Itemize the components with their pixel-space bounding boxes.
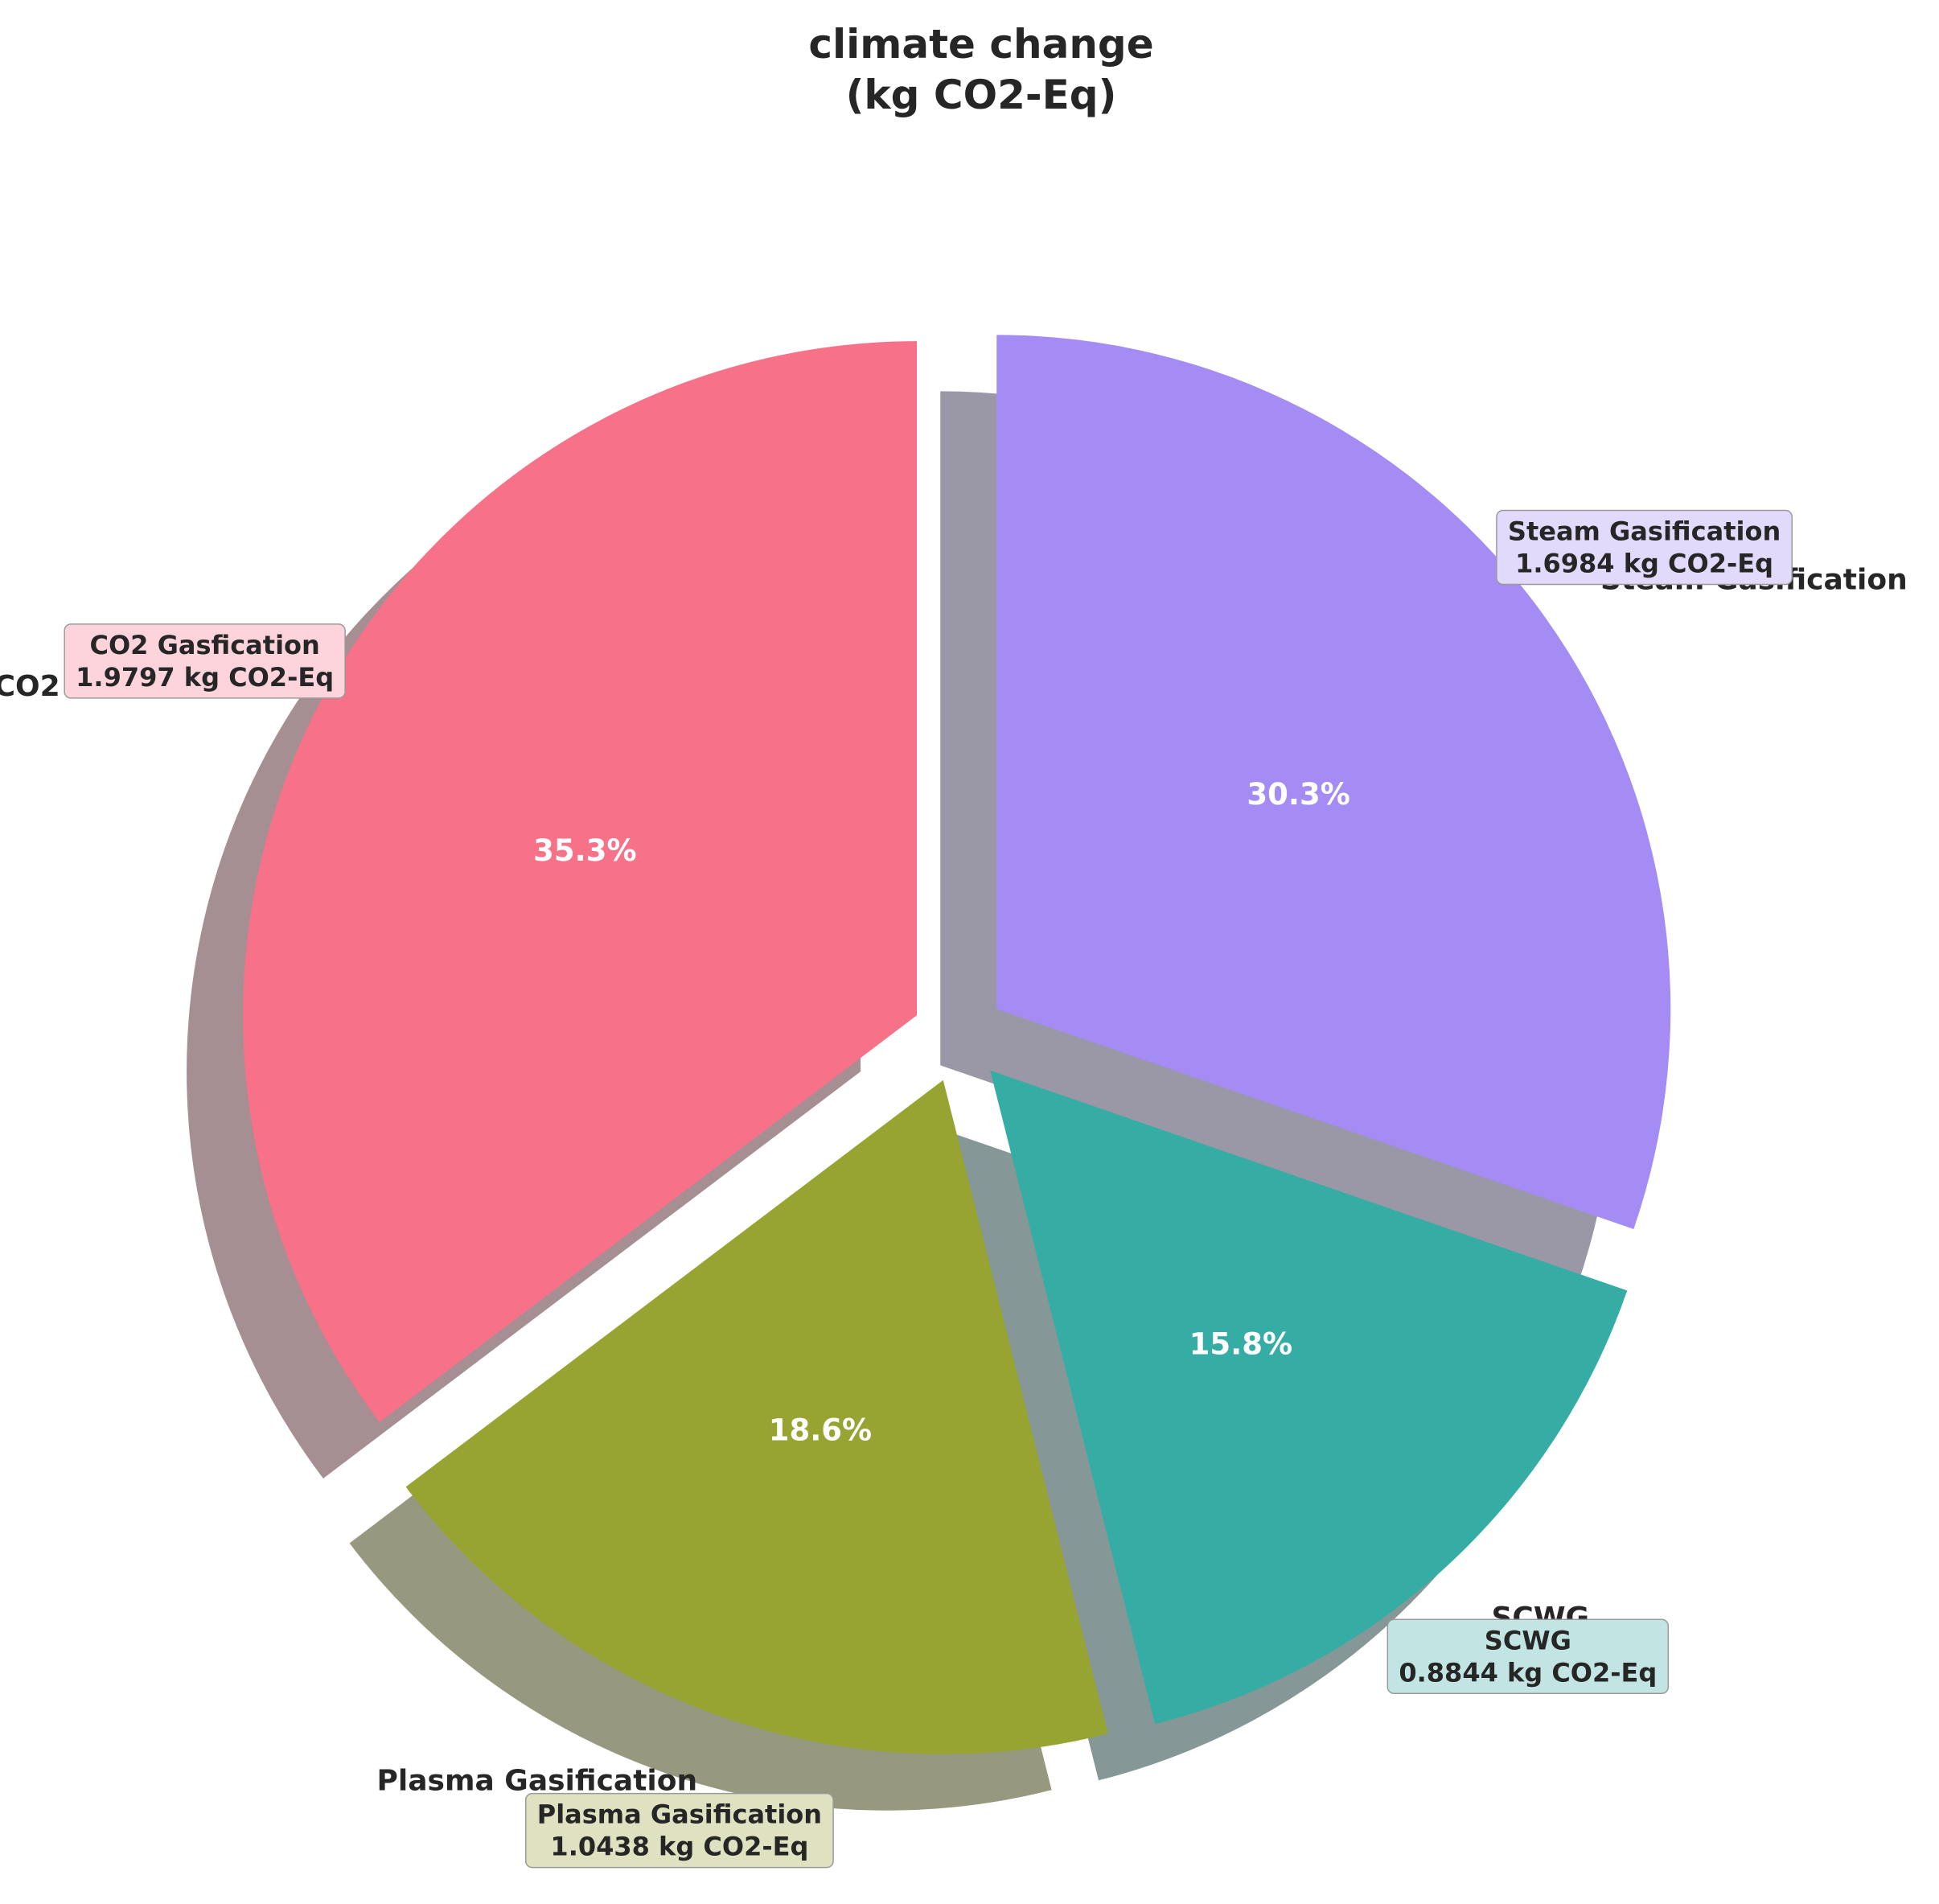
wedge-co2-gasfication[interactable] <box>243 341 918 1422</box>
value-annotation-category: CO2 Gasfication <box>89 630 319 660</box>
percent-label-co2-gasfication: 35.3% <box>533 833 636 868</box>
value-annotation-value: 0.8844 kg CO2-Eq <box>1399 1657 1657 1688</box>
value-annotation-box <box>1386 1618 1670 1695</box>
value-annotation-value: 1.9797 kg CO2-Eq <box>76 662 334 693</box>
chart-title-line-1: climate change <box>808 21 1153 68</box>
percent-label-plasma-gasification: 18.6% <box>769 1413 872 1448</box>
value-annotation-value: 1.6984 kg CO2-Eq <box>1515 549 1773 579</box>
wedge-layer <box>243 335 1671 1754</box>
value-annotation-box <box>1496 509 1793 586</box>
value-annotation-box <box>64 623 346 699</box>
value-annotation-category: Steam Gasification <box>1508 516 1781 547</box>
wedge-steam-gasification[interactable] <box>996 335 1671 1230</box>
value-annotation-box <box>524 1792 834 1869</box>
percent-label-scwg: 15.8% <box>1189 1326 1292 1361</box>
value-annotation-category: Plasma Gasification <box>537 1799 822 1830</box>
wedge-plasma-gasification[interactable] <box>405 1079 1108 1754</box>
value-annotation-value: 1.0438 kg CO2-Eq <box>550 1832 808 1862</box>
chart-title-line-2: (kg CO2-Eq) <box>846 72 1117 118</box>
value-annotation-category: SCWG <box>1485 1625 1571 1655</box>
percent-label-steam-gasification: 30.3% <box>1247 777 1349 812</box>
category-label-plasma-gasification: Plasma Gasification <box>377 1764 698 1797</box>
wedge-scwg[interactable] <box>990 1070 1628 1725</box>
label-layer: 35.3% 18.6% 15.8% 30.3% CO2 Gasfication Plasm… <box>0 509 1908 1869</box>
